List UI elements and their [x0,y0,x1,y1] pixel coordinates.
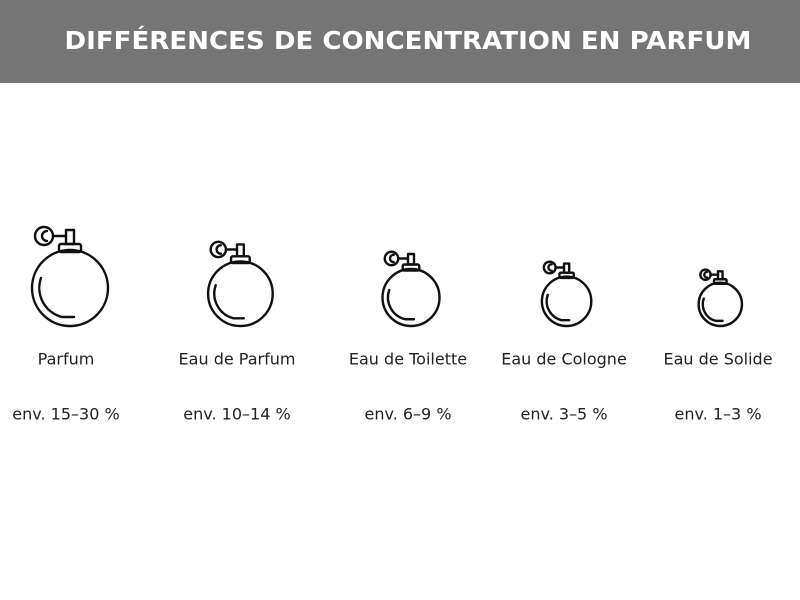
item-concentration: env. 6–9 % [364,405,451,424]
bottle-icon [207,240,274,328]
bottle-icon [30,225,110,328]
item: Eau de Cologne env. 3–5 % [501,260,627,424]
item: Parfum env. 15–30 % [12,225,120,424]
bottle-icon [541,260,593,327]
item: Eau de Parfum env. 10–14 % [179,240,296,424]
item-name: Eau de Solide [663,350,772,369]
header-bar [0,0,800,83]
item-name: Parfum [38,350,95,369]
item-name: Eau de Toilette [349,350,467,369]
header-title: DIFFÉRENCES DE CONCENTRATION EN PARFUM [65,26,752,55]
item-concentration: env. 3–5 % [520,405,607,424]
item-name: Eau de Cologne [501,350,627,369]
items: Parfum env. 15–30 % Eau de Parfum env. 10–1… [12,225,773,424]
item-concentration: env. 15–30 % [12,405,119,424]
item-concentration: env. 10–14 % [183,405,290,424]
bottle-icon [381,250,441,327]
item: Eau de Toilette env. 6–9 % [349,250,467,424]
bottle-icon [697,268,743,327]
item-name: Eau de Parfum [179,350,296,369]
item: Eau de Solide env. 1–3 % [663,268,773,424]
item-concentration: env. 1–3 % [674,405,761,424]
